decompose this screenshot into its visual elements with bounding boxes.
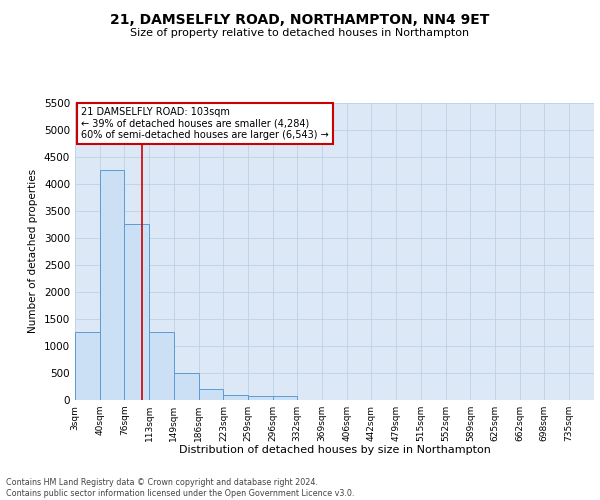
Bar: [199, 389, 223, 400]
Text: 21 DAMSELFLY ROAD: 103sqm
← 39% of detached houses are smaller (4,284)
60% of se: 21 DAMSELFLY ROAD: 103sqm ← 39% of detac…: [81, 107, 329, 140]
Text: 21, DAMSELFLY ROAD, NORTHAMPTON, NN4 9ET: 21, DAMSELFLY ROAD, NORTHAMPTON, NN4 9ET: [110, 12, 490, 26]
Bar: [75, 332, 100, 400]
Bar: [124, 224, 149, 400]
Text: Contains HM Land Registry data © Crown copyright and database right 2024.
Contai: Contains HM Land Registry data © Crown c…: [6, 478, 355, 498]
Text: Size of property relative to detached houses in Northampton: Size of property relative to detached ho…: [130, 28, 470, 38]
X-axis label: Distribution of detached houses by size in Northampton: Distribution of detached houses by size …: [179, 446, 490, 456]
Bar: [173, 373, 199, 400]
Bar: [149, 332, 173, 400]
Bar: [100, 170, 124, 400]
Bar: [273, 396, 297, 400]
Bar: [223, 394, 248, 400]
Bar: [248, 396, 273, 400]
Y-axis label: Number of detached properties: Number of detached properties: [28, 169, 38, 334]
